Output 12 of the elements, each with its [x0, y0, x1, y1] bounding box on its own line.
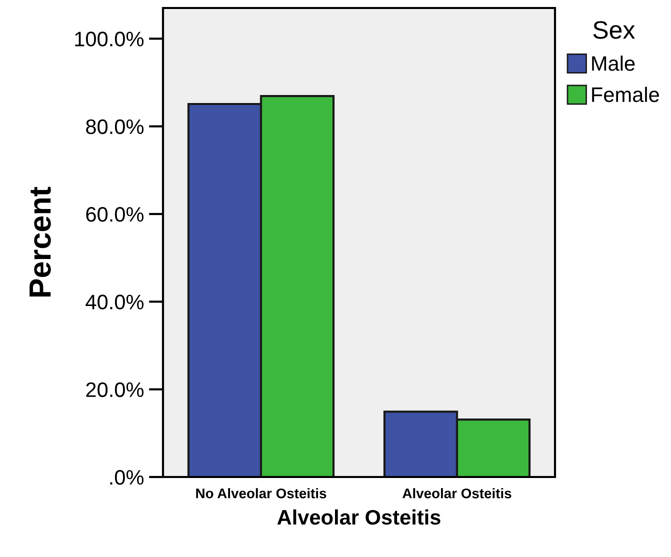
legend-label: Female: [592, 86, 659, 102]
y-axis-title: Percent: [30, 186, 51, 296]
y-tick-label: 60.0%: [86, 207, 144, 222]
y-tick-label: 40.0%: [86, 294, 144, 310]
y-tick-label: 20.0%: [86, 382, 144, 398]
y-tick-label: 100.0%: [75, 32, 144, 46]
legend-title: Sex: [593, 21, 635, 39]
x-tick-label: No Alveolar Osteitis: [196, 488, 326, 498]
y-tick-label: .0%: [110, 470, 144, 485]
legend-label: Male: [592, 56, 635, 71]
y-tick-label: 80.0%: [86, 119, 144, 134]
x-axis-title: Alveolar Osteitis: [277, 509, 440, 525]
